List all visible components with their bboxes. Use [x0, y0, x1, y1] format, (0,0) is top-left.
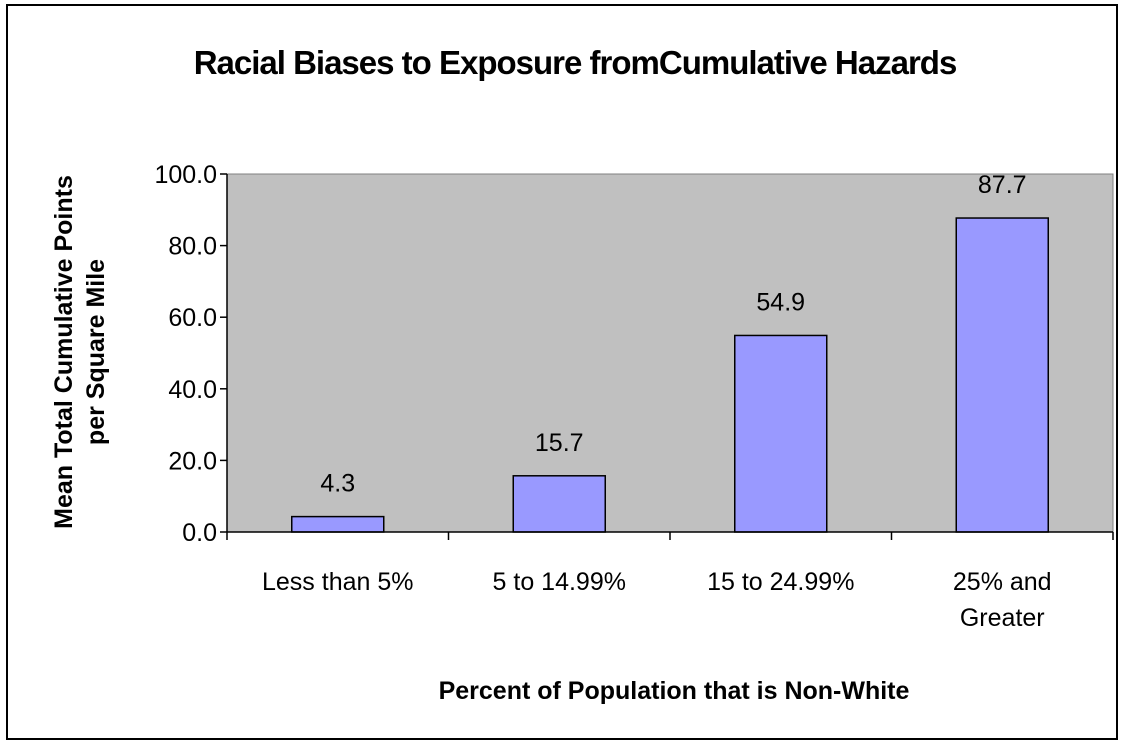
bar: [512, 475, 606, 533]
y-tick-label: 0.0: [182, 519, 217, 547]
x-category-label: 5 to 14.99%: [493, 568, 626, 596]
y-tick-label: 60.0: [168, 304, 217, 332]
data-label: 54.9: [756, 288, 805, 316]
bar: [955, 217, 1049, 533]
chart-title: Racial Biases to Exposure fromCumulative…: [194, 44, 957, 81]
data-label: 15.7: [535, 429, 584, 457]
x-axis-title: Percent of Population that is Non-White: [439, 677, 910, 705]
data-label: 4.3: [320, 470, 355, 498]
x-category-label: 25% and Greater: [953, 568, 1052, 632]
y-tick-label: 100.0: [154, 161, 217, 189]
bar: [734, 334, 828, 533]
x-category-label: Less than 5%: [262, 568, 414, 596]
x-category-label: 15 to 24.99%: [707, 568, 854, 596]
y-axis-title: Mean Total Cumulative Points per Square M…: [50, 175, 110, 529]
y-tick-label: 20.0: [168, 447, 217, 475]
y-tick-label: 40.0: [168, 376, 217, 404]
data-label: 87.7: [978, 171, 1027, 199]
bar: [291, 515, 385, 533]
y-tick-label: 80.0: [168, 233, 217, 261]
